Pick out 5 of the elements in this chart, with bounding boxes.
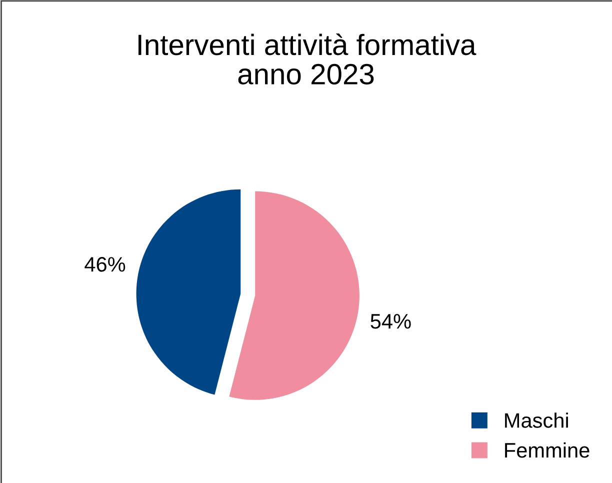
legend-label: Femmine: [505, 442, 590, 458]
legend-label: Maschi: [505, 412, 568, 428]
chart-title: Interventi attività formativa anno 2023: [138, 33, 476, 85]
data-label: 54%: [370, 314, 411, 329]
data-label: 46%: [84, 256, 126, 272]
